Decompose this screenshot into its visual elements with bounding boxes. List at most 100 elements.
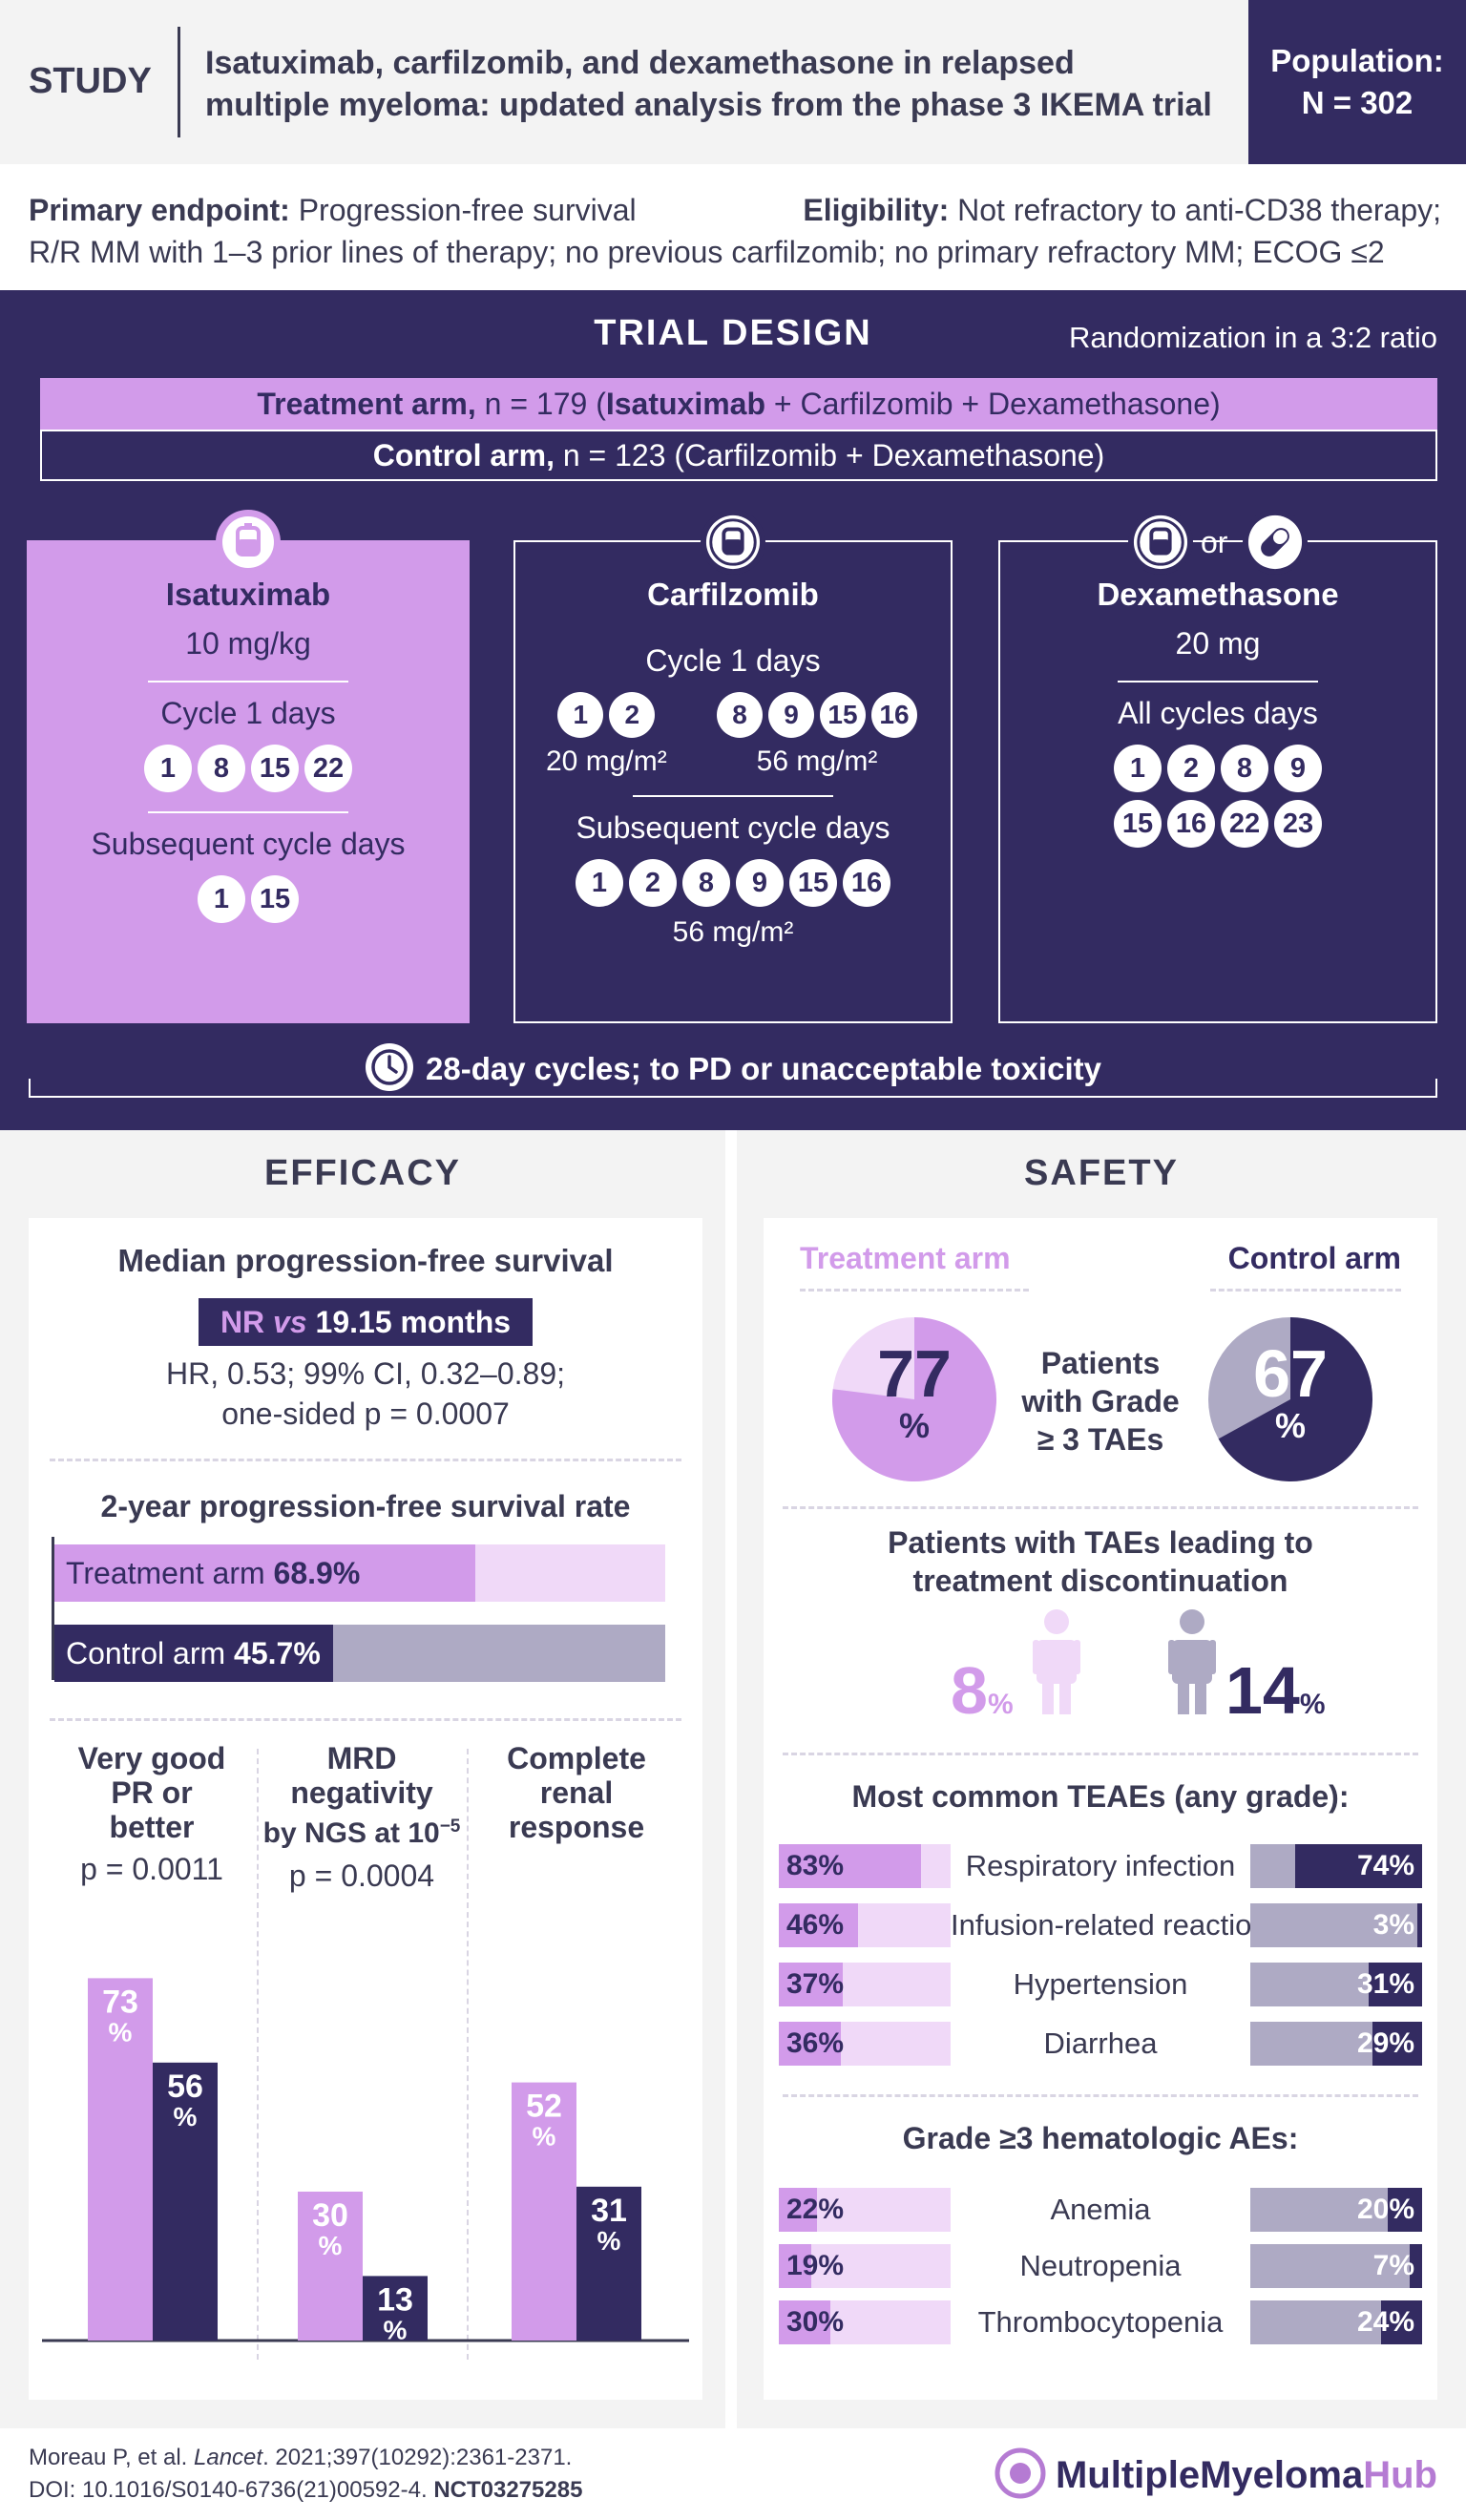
eligibility-label: Eligibility: [803, 193, 950, 227]
ae-ctrl-value: 20% [1356, 2194, 1414, 2225]
pfs2-ctrl-track: Control arm 45.7% [54, 1625, 665, 1682]
control-arm-rest: n = 123 (Carfilzomib + Dexamethasone) [562, 438, 1105, 472]
disc-title: Patients with TAEs leading to treatment … [764, 1523, 1437, 1600]
day-circle: 8 [717, 692, 763, 738]
ae-name: Thrombocytopenia [977, 2305, 1224, 2339]
cycles-bracket [29, 1079, 1437, 1098]
ae-treat-track: 37% [779, 1963, 951, 2006]
group-label: Very good [77, 1741, 226, 1775]
ae-ctrl-track: 3% [1250, 1903, 1422, 1947]
header: STUDY Isatuximab, carfilzomib, and dexam… [0, 0, 1466, 164]
population-value: N = 302 [1301, 85, 1414, 120]
day-circle: 8 [682, 859, 730, 907]
trial-design-panel: TRIAL DESIGN Randomization in a 3:2 rati… [0, 290, 1466, 1130]
ae-ctrl-track: 29% [1250, 2022, 1422, 2066]
pie-slice [1218, 1317, 1372, 1481]
disc-treat: 8% [951, 1657, 1014, 1724]
study-title-line1: Isatuximab, carfilzomib, and dexamethaso… [205, 45, 1075, 81]
efficacy-card: Median progression-free survival NR vs 1… [29, 1218, 702, 2400]
divider [50, 1459, 681, 1461]
arm-underline [800, 1289, 1029, 1292]
eligibility-line2: R/R MM with 1–3 prior lines of therapy; … [29, 235, 1385, 269]
safety-card: Treatment arm Control arm 77 % Patients … [764, 1218, 1437, 2400]
day-circle: 22 [304, 745, 352, 792]
bar-control [576, 2186, 641, 2341]
safety-treat-arm: Treatment arm [800, 1241, 1011, 1275]
carf-cycle1-label: Cycle 1 days [645, 643, 821, 678]
carf-cycle1-days-b: 8 9 15 16 [714, 692, 920, 738]
carf-dose-a: 20 mg/m² [546, 746, 667, 777]
brand-logo: MultipleMyeloma Hub [995, 2447, 1437, 2504]
day-circle: 1 [557, 692, 604, 738]
day-circle: 1 [576, 859, 623, 907]
treatment-arm-bar: Treatment arm, n = 179 (Isatuximab + Car… [40, 378, 1437, 430]
bar-value-label: 52 [526, 2089, 562, 2125]
bar-value-label: 31 [591, 2193, 627, 2229]
ae-treat-value: 46% [786, 1909, 845, 1941]
hr-line1: HR, 0.53; 99% CI, 0.32–0.89; [165, 1356, 566, 1391]
ae-treat-bar [779, 2188, 817, 2232]
g3-ctrl-label: 67 % [1204, 1340, 1376, 1445]
control-arm-bar: Control arm, n = 123 (Carfilzomib + Dexa… [40, 430, 1437, 481]
response-group-1: MRD negativity by NGS at 10−5 p = 0.0004 [262, 1741, 462, 1893]
carf-subseq-label: Subsequent cycle days [576, 810, 890, 845]
mpfs-title: Median progression-free survival [117, 1243, 614, 1278]
disc-ctrl-value: 14 [1225, 1653, 1300, 1728]
ae-name: Hypertension [1013, 1967, 1188, 2001]
day-circle: 2 [1167, 745, 1215, 792]
ae-ctrl-track: 24% [1250, 2300, 1422, 2344]
disc-treat-value: 8 [951, 1653, 988, 1728]
ae-treat-value: 37% [786, 1968, 845, 2000]
hr-text: HR, 0.53; 99% CI, 0.32–0.89; one-sided p… [29, 1354, 702, 1434]
mpfs-value: 19.15 months [315, 1305, 512, 1339]
pfs2-treat-value: 68.9% [273, 1556, 361, 1590]
day-circle: 2 [629, 859, 677, 907]
ae-ctrl-track: 74% [1250, 1844, 1422, 1888]
bar-treatment [88, 1978, 153, 2341]
ae-ctrl-bar [1417, 1903, 1422, 1947]
group-label: MRD [326, 1741, 397, 1775]
header-divider [178, 27, 180, 137]
ae-treat-track: 19% [779, 2244, 951, 2288]
group-label-sup: −5 [439, 1816, 461, 1837]
ae-treat-track: 83% [779, 1844, 951, 1888]
ae-treat-value: 83% [786, 1850, 845, 1881]
day-circle: 15 [789, 859, 837, 907]
disc-line1: Patients with TAEs leading to [888, 1525, 1313, 1560]
ae-ctrl-value: 31% [1356, 1968, 1414, 2000]
ae-ctrl-value: 24% [1356, 2306, 1414, 2338]
g3-ctrl-value: 67 [1253, 1336, 1328, 1411]
ae-name: Diarrhea [1043, 2026, 1158, 2060]
dex-name: Dexamethasone [1097, 577, 1339, 612]
ae-row: 19% Neutropenia 7% [764, 2244, 1437, 2288]
ae-treat-bar [779, 1963, 843, 2006]
ae-ctrl-bar [1381, 2300, 1422, 2344]
trial-design-title: TRIAL DESIGN [594, 313, 872, 353]
population-label: Population: [1270, 43, 1444, 78]
ae-row: 83% Respiratory infection 74% [764, 1844, 1437, 1888]
g3-treat-value: 77 [877, 1336, 952, 1411]
day-circle: 16 [843, 859, 890, 907]
ae-treat-value: 22% [786, 2194, 845, 2225]
treatment-arm-rest: + Carfilzomib + Dexamethasone) [765, 387, 1221, 421]
dex-days-row2: 15 16 22 23 [1000, 800, 1435, 848]
disc-ctrl: 14% [1225, 1657, 1326, 1724]
bar-percent-label: % [533, 2122, 556, 2152]
ae-name: Respiratory infection [965, 1849, 1236, 1882]
or-text: or [1201, 525, 1228, 559]
response-bar-chart: 73%30%52%56%13%31% [42, 1978, 689, 2344]
randomization-text: Randomization in a 3:2 ratio [1068, 321, 1437, 354]
isa-subseq-label: Subsequent cycle days [91, 827, 406, 861]
safety-title: SAFETY [1024, 1153, 1179, 1193]
g3-treat-label: 77 % [828, 1340, 1000, 1445]
study-label: STUDY [29, 61, 152, 101]
dex-all-label: All cycles days [1118, 696, 1318, 730]
isa-cycle1-label: Cycle 1 days [160, 696, 336, 730]
clock-icon [365, 1042, 414, 1097]
bar-value-label: 30 [312, 2197, 348, 2234]
study-title: Isatuximab, carfilzomib, and dexamethaso… [205, 42, 1212, 126]
brand-name-a: MultipleMyeloma [1055, 2454, 1364, 2496]
carf-dose-b: 56 mg/m² [756, 746, 878, 777]
